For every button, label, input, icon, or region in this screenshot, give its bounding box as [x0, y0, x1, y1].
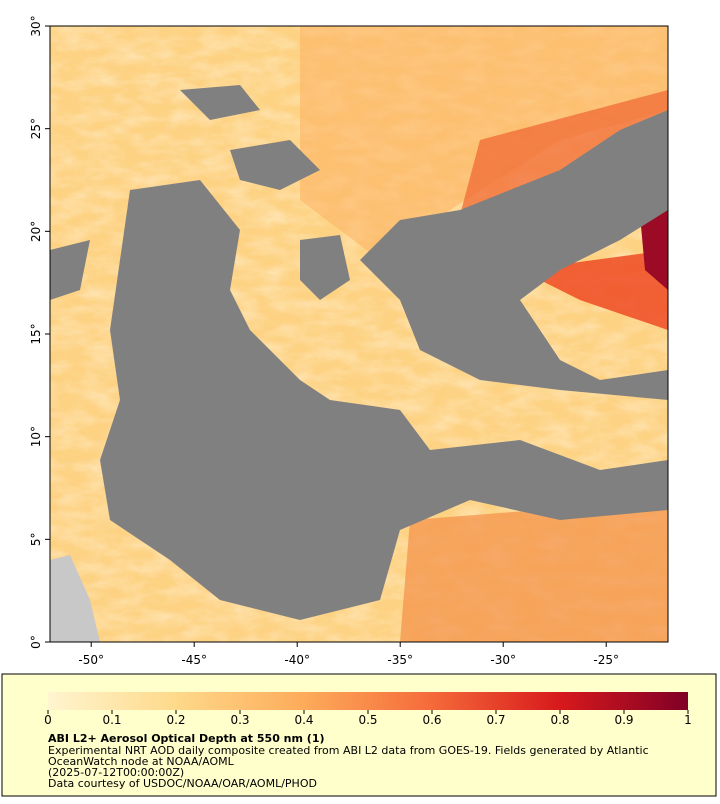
x-tick-label: -50°: [78, 653, 104, 667]
map-image: [50, 26, 668, 642]
x-tick-label: -25°: [593, 653, 619, 667]
colorbar-tick-label: 0.4: [294, 713, 313, 727]
y-tick-label: 5°: [29, 533, 43, 547]
colorbar-tick-label: 0.8: [550, 713, 569, 727]
y-tick-label: 10°: [29, 426, 43, 447]
y-tick-label: 15°: [29, 323, 43, 344]
legend-line: Experimental NRT AOD daily composite cre…: [48, 744, 649, 757]
x-tick-label: -45°: [181, 653, 207, 667]
colorbar-tick-label: 0.5: [358, 713, 377, 727]
legend-title: ABI L2+ Aerosol Optical Depth at 550 nm …: [48, 732, 325, 745]
colorbar-tick-label: 0.7: [486, 713, 505, 727]
colorbar-tick-label: 0.2: [166, 713, 185, 727]
colorbar-tick-label: 1: [684, 713, 692, 727]
colorbar-ticks: 0 0.1 0.2 0.3 0.4 0.5 0.6 0.7 0.8 0.9 1: [44, 710, 692, 727]
y-tick-label: 0°: [29, 635, 43, 649]
legend-line: (2025-07-12T00:00:00Z): [48, 766, 184, 779]
colorbar-tick-label: 0.3: [230, 713, 249, 727]
y-tick-label: 30°: [29, 15, 43, 36]
y-tick-label: 20°: [29, 221, 43, 242]
x-tick-label: -35°: [387, 653, 413, 667]
colorbar-tick-label: 0.1: [102, 713, 121, 727]
colorbar-tick-label: 0: [44, 713, 52, 727]
legend-line: OceanWatch node at NOAA/AOML: [48, 755, 235, 768]
legend-line: Data courtesy of USDOC/NOAA/OAR/AOML/PHO…: [48, 777, 317, 790]
x-tick-label: -40°: [284, 653, 310, 667]
colorbar-tick-label: 0.9: [614, 713, 633, 727]
x-tick-label: -30°: [490, 653, 516, 667]
axes: -50° -45° -40° -35° -30° -25° 0° 5° 10° 15° 20° 25°…: [29, 15, 619, 667]
colorbar: [48, 692, 688, 710]
y-tick-label: 25°: [29, 118, 43, 139]
colorbar-tick-label: 0.6: [422, 713, 441, 727]
